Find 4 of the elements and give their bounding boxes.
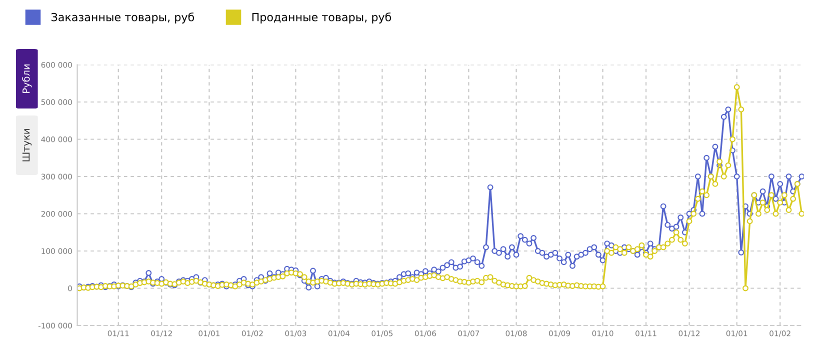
text: Рубли [22,64,32,93]
legend-label: Проданные товары, руб [252,12,392,24]
text: Штуки [22,129,32,162]
legend-label: Заказанные товары, руб [52,12,194,24]
